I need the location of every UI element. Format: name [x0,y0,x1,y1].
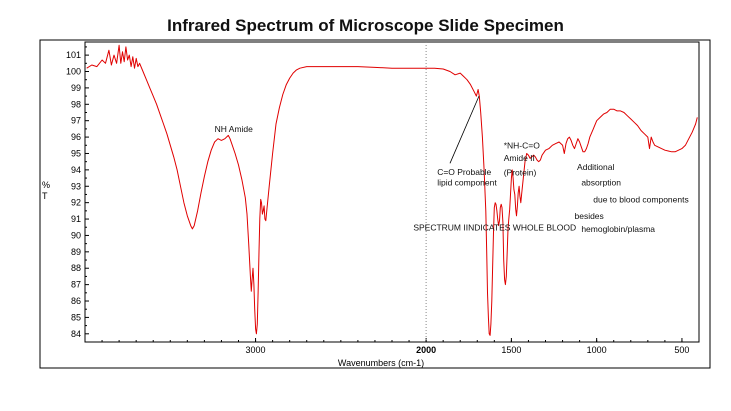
y-tick-label: 99 [71,83,81,93]
annotation-label: lipid component [437,177,497,187]
annotation-label: due to blood components [593,195,688,205]
y-tick-label: 91 [71,214,81,224]
y-tick-label: 89 [71,247,81,257]
annotation-label: Amide II [504,153,535,163]
y-tick-label: 88 [71,263,81,273]
y-tick-label: 95 [71,148,81,158]
annotation-label: C=O Probable [437,167,491,177]
annotation-label: *NH-C=O [504,141,541,151]
y-tick-label: 90 [71,230,81,240]
y-axis-label-part1: % [42,180,50,190]
annotation-label: (Protein) [504,168,537,178]
x-axis-label: Wavenumbers (cm-1) [338,358,424,368]
y-tick-label: 87 [71,280,81,290]
y-tick-label: 94 [71,165,81,175]
outer-frame [39,39,711,369]
annotation-pointer-line [449,95,480,164]
annotation-label: hemoglobin/plasma [581,224,655,234]
annotation-label: absorption [581,177,621,187]
y-tick-label: 96 [71,132,81,142]
y-tick-label: 97 [71,116,81,126]
x-tick-label: 1000 [587,345,607,355]
x-tick-label: 1500 [501,345,521,355]
y-tick-label: 92 [71,198,81,208]
chart-title: Infrared Spectrum of Microscope Slide Sp… [167,16,564,35]
annotation-label: SPECTRUM IINDICATES WHOLE BLOOD [413,223,576,233]
y-axis-label-part2: T [42,191,48,201]
plot-frame [84,41,700,343]
y-tick-label: 93 [71,181,81,191]
y-tick-label: 85 [71,312,81,322]
x-tick-label: 2000 [416,345,436,355]
annotation-label: NH Amide [215,124,254,134]
y-tick-label: 100 [66,67,81,77]
y-tick-label: 101 [66,50,81,60]
spectrum-line [86,44,698,336]
x-tick-label: 3000 [246,345,266,355]
annotation-label: Additional [577,162,614,172]
y-tick-label: 98 [71,99,81,109]
y-tick-label: 86 [71,296,81,306]
y-tick-label: 84 [71,329,81,339]
x-tick-label: 500 [674,345,689,355]
annotation-label: besides [574,211,603,221]
